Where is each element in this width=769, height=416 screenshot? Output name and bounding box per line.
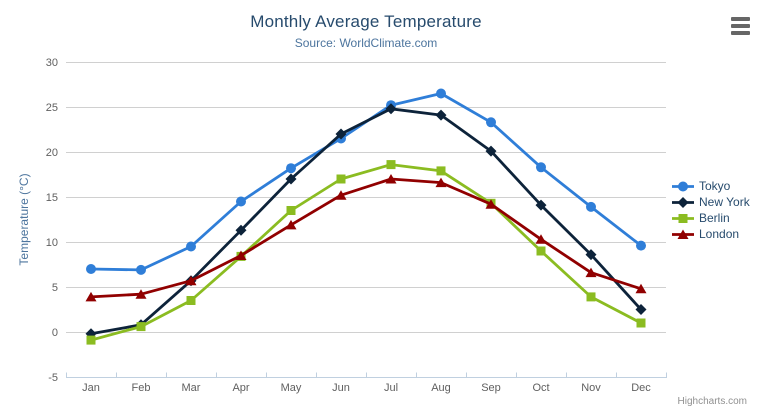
data-point-marker[interactable]: [186, 241, 196, 252]
data-point-marker[interactable]: [136, 322, 146, 332]
square-legend-icon: [672, 213, 694, 223]
data-point-marker[interactable]: [86, 264, 96, 274]
diamond-legend-icon: [672, 196, 694, 208]
x-axis-label: Apr: [232, 382, 249, 394]
data-point-marker[interactable]: [535, 234, 547, 244]
x-axis-label: Oct: [532, 382, 549, 394]
y-axis-label: 25: [46, 102, 58, 114]
legend-item-london[interactable]: London: [672, 226, 750, 242]
data-point-marker[interactable]: [286, 206, 296, 215]
data-point-marker[interactable]: [335, 128, 347, 140]
data-point-marker[interactable]: [485, 199, 497, 209]
chart-subtitle: Source: WorldClimate.com: [294, 36, 438, 50]
x-axis-label: Mar: [182, 382, 201, 394]
data-point-marker[interactable]: [286, 163, 296, 174]
series-line: [90, 107, 643, 336]
data-point-marker[interactable]: [386, 160, 396, 170]
legend-label: Berlin: [699, 211, 730, 225]
hamburger-menu-icon: [731, 17, 750, 35]
y-axis-label: 15: [46, 192, 58, 204]
data-point-marker[interactable]: [678, 213, 688, 223]
x-axis-label: May: [281, 382, 302, 394]
data-point-marker[interactable]: [636, 240, 646, 251]
data-point-marker[interactable]: [535, 199, 547, 211]
legend-item-berlin[interactable]: Berlin: [672, 210, 750, 226]
data-point-marker[interactable]: [385, 174, 397, 184]
series-tokyo[interactable]: [86, 88, 646, 275]
data-point-marker[interactable]: [135, 289, 147, 299]
y-axis-title: Temperature (°C): [17, 173, 31, 265]
data-point-marker[interactable]: [186, 296, 196, 305]
legend-item-new-york[interactable]: New York: [672, 194, 750, 210]
data-point-marker[interactable]: [236, 196, 246, 207]
legend-label: New York: [699, 195, 750, 209]
legend: Tokyo New York Berlin London: [672, 178, 750, 242]
series-line: [90, 163, 642, 342]
data-point-marker[interactable]: [536, 162, 546, 173]
data-point-marker[interactable]: [636, 318, 646, 328]
x-axis-label: Jan: [82, 382, 100, 394]
series-london[interactable]: [85, 174, 647, 302]
legend-item-tokyo[interactable]: Tokyo: [672, 178, 750, 194]
data-point-marker[interactable]: [285, 173, 297, 185]
data-point-marker[interactable]: [436, 166, 446, 176]
data-point-marker[interactable]: [235, 250, 247, 261]
chart-title: Monthly Average Temperature: [250, 12, 482, 31]
data-point-marker[interactable]: [185, 275, 197, 286]
data-point-marker[interactable]: [385, 103, 397, 115]
data-point-marker[interactable]: [136, 264, 146, 275]
x-axis-label: Nov: [581, 382, 601, 394]
x-axis-label: Sep: [481, 382, 501, 394]
data-point-marker[interactable]: [336, 174, 346, 184]
export-menu-button[interactable]: [731, 17, 750, 35]
data-point-marker[interactable]: [285, 219, 297, 230]
data-point-marker[interactable]: [678, 181, 688, 191]
series-new-york[interactable]: [85, 103, 647, 340]
legend-label: London: [699, 227, 740, 241]
x-axis-label: Dec: [631, 382, 651, 394]
x-axis-label: Jun: [332, 382, 350, 394]
data-point-marker[interactable]: [635, 304, 647, 315]
data-point-marker[interactable]: [86, 335, 96, 345]
data-point-marker[interactable]: [585, 267, 597, 278]
data-point-marker[interactable]: [486, 117, 496, 128]
data-point-marker[interactable]: [435, 177, 447, 188]
x-axis-label: Feb: [132, 382, 151, 394]
data-point-marker[interactable]: [677, 229, 689, 239]
y-axis-label: 30: [46, 57, 58, 69]
y-axis-label: 5: [52, 282, 58, 294]
x-axis-label: Aug: [431, 382, 451, 394]
data-point-marker[interactable]: [586, 201, 596, 212]
y-axis-label: 20: [46, 147, 58, 159]
legend-label: Tokyo: [699, 179, 731, 193]
data-point-marker[interactable]: [435, 109, 447, 121]
x-axis-label: Jul: [384, 382, 398, 394]
triangle-legend-icon: [672, 229, 694, 239]
y-axis-label: 0: [52, 327, 58, 339]
data-point-marker[interactable]: [585, 249, 597, 261]
y-axis-label: -5: [48, 372, 58, 384]
data-point-marker[interactable]: [635, 283, 647, 294]
data-point-marker[interactable]: [85, 291, 97, 302]
data-point-marker[interactable]: [677, 196, 689, 208]
circle-legend-icon: [672, 181, 694, 191]
credits-link[interactable]: Highcharts.com: [677, 396, 747, 407]
series-line: [90, 177, 642, 299]
data-point-marker[interactable]: [335, 190, 347, 200]
y-axis-label: 10: [46, 237, 58, 249]
data-point-marker[interactable]: [536, 246, 546, 256]
data-point-marker[interactable]: [586, 292, 596, 302]
data-point-marker[interactable]: [436, 88, 446, 99]
data-point-marker[interactable]: [485, 145, 497, 157]
data-point-marker[interactable]: [235, 224, 247, 236]
